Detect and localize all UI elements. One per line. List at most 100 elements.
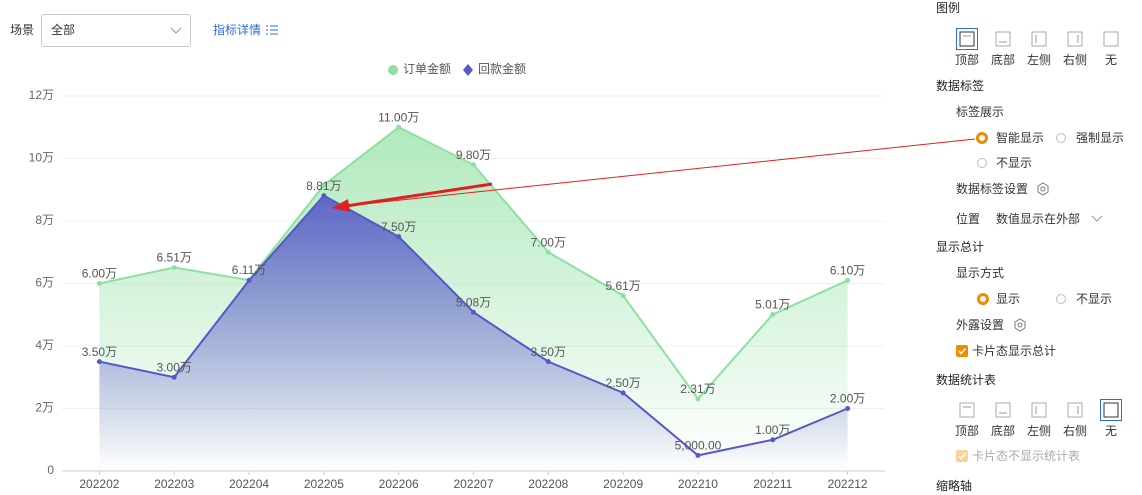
option-icon[interactable] (1100, 28, 1122, 50)
data-point (845, 277, 851, 283)
data-label: 7.00万 (531, 235, 566, 249)
layout-icon[interactable] (956, 399, 978, 421)
x-tick-label: 202206 (379, 477, 419, 491)
data-label: 6.51万 (157, 251, 192, 265)
data-point (620, 293, 626, 299)
layout-icon[interactable] (1100, 28, 1122, 50)
section-title: 显示总计 (936, 240, 985, 254)
option-icon[interactable] (1028, 28, 1050, 50)
data-label: 5.01万 (755, 298, 790, 312)
data-point (770, 437, 776, 443)
x-tick-label: 202208 (528, 477, 568, 491)
checkbox[interactable] (956, 345, 968, 357)
x-tick-label: 202202 (79, 477, 119, 491)
option-icon[interactable] (956, 399, 978, 421)
data-point (545, 359, 551, 365)
data-label: 11.00万 (378, 110, 419, 124)
option-icon[interactable] (1064, 399, 1086, 421)
field-label: 标签展示 (956, 105, 1005, 119)
y-tick-label: 8万 (35, 213, 54, 227)
option-icon[interactable] (1028, 399, 1050, 421)
data-point (171, 374, 177, 380)
radio[interactable] (977, 158, 987, 168)
radio-label: 强制显示 (1076, 131, 1125, 145)
x-tick-label: 202207 (453, 477, 493, 491)
radio[interactable] (1056, 294, 1066, 304)
radio-label: 不显示 (996, 156, 1033, 170)
detail-link[interactable]: 指标详情 (213, 23, 262, 37)
layout-icon[interactable] (1064, 399, 1086, 421)
y-tick-label: 12万 (29, 88, 54, 102)
layout-icon[interactable] (956, 28, 978, 50)
data-point (321, 193, 327, 199)
option-label: 左侧 (1026, 424, 1051, 438)
radio[interactable] (977, 293, 989, 305)
radio[interactable] (1056, 133, 1066, 143)
y-tick-label: 2万 (35, 401, 54, 415)
chevron (170, 27, 182, 34)
data-label: 5,000.00 (675, 439, 722, 453)
data-label: 2.00万 (830, 392, 865, 406)
y-tick-label: 0 (47, 463, 54, 477)
data-label: 5.61万 (605, 279, 640, 293)
x-tick-label: 202211 (753, 477, 792, 491)
layout-icon[interactable] (1100, 399, 1122, 421)
x-tick-label: 202205 (304, 477, 344, 491)
option-label: 右侧 (1062, 53, 1087, 67)
settings-panel: 图例 顶部 底部 左侧 右侧无 数据标签 标签展示 智能显示 强制显示 不显示 数据标… (920, 0, 1142, 495)
option-icon[interactable] (992, 28, 1014, 50)
chevron (1091, 215, 1103, 222)
data-point (770, 311, 776, 317)
section-title: 数据统计表 (936, 373, 997, 387)
legend-label: 回款金额 (478, 61, 526, 76)
scene-value: 全部 (51, 23, 76, 37)
data-point (96, 281, 102, 286)
data-label: 5.08万 (456, 295, 491, 309)
x-tick-label: 202203 (154, 477, 194, 491)
data-label: 6.00万 (82, 267, 117, 281)
x-tick-label: 202212 (828, 477, 868, 491)
data-label: 7.50万 (381, 220, 416, 234)
layout-icon[interactable] (992, 399, 1014, 421)
option-icon[interactable] (956, 28, 978, 50)
option-label: 右侧 (1062, 424, 1087, 438)
radio-label: 智能显示 (996, 131, 1045, 145)
y-tick-label: 4万 (35, 338, 54, 352)
data-label: 9.80万 (456, 148, 491, 162)
layout-icon[interactable] (1028, 399, 1050, 421)
data-label: 2.31万 (680, 382, 715, 396)
x-tick-label: 202209 (603, 477, 643, 491)
field-label: 显示方式 (956, 266, 1005, 280)
option-icon[interactable] (992, 399, 1014, 421)
data-label: 3.50万 (531, 345, 566, 359)
field-label: 外露设置 (956, 318, 1005, 332)
option-label: 无 (1104, 53, 1117, 67)
data-label: 6.10万 (830, 264, 865, 278)
data-point (396, 124, 402, 130)
data-point (471, 162, 476, 168)
option-icon[interactable] (1100, 399, 1122, 421)
gear-icon[interactable] (1036, 182, 1050, 196)
layout-icon[interactable] (992, 28, 1014, 50)
option-label: 顶部 (954, 424, 979, 438)
radio-label: 不显示 (1076, 292, 1113, 306)
option-label: 无 (1104, 424, 1117, 438)
data-point (321, 182, 327, 188)
option-icon[interactable] (1064, 28, 1086, 50)
y-tick-label: 10万 (29, 151, 54, 165)
section-title: 图例 (936, 1, 961, 15)
scene-select[interactable]: 全部 (41, 14, 191, 47)
field-label: 数据标签设置 (956, 182, 1029, 196)
data-point (246, 277, 252, 283)
legend-label: 订单金额 (403, 61, 451, 76)
data-label: 6.11万 (232, 263, 266, 277)
list-icon (266, 25, 278, 35)
layout-icon[interactable] (1028, 28, 1050, 50)
data-point (471, 309, 476, 315)
position-select[interactable]: 数值显示在外部 (996, 212, 1081, 226)
layout-icon[interactable] (1064, 28, 1086, 50)
x-tick-label: 202204 (229, 477, 269, 491)
scene-label: 场景 (10, 23, 35, 37)
gear-icon[interactable] (1013, 318, 1027, 332)
radio[interactable] (976, 132, 988, 144)
